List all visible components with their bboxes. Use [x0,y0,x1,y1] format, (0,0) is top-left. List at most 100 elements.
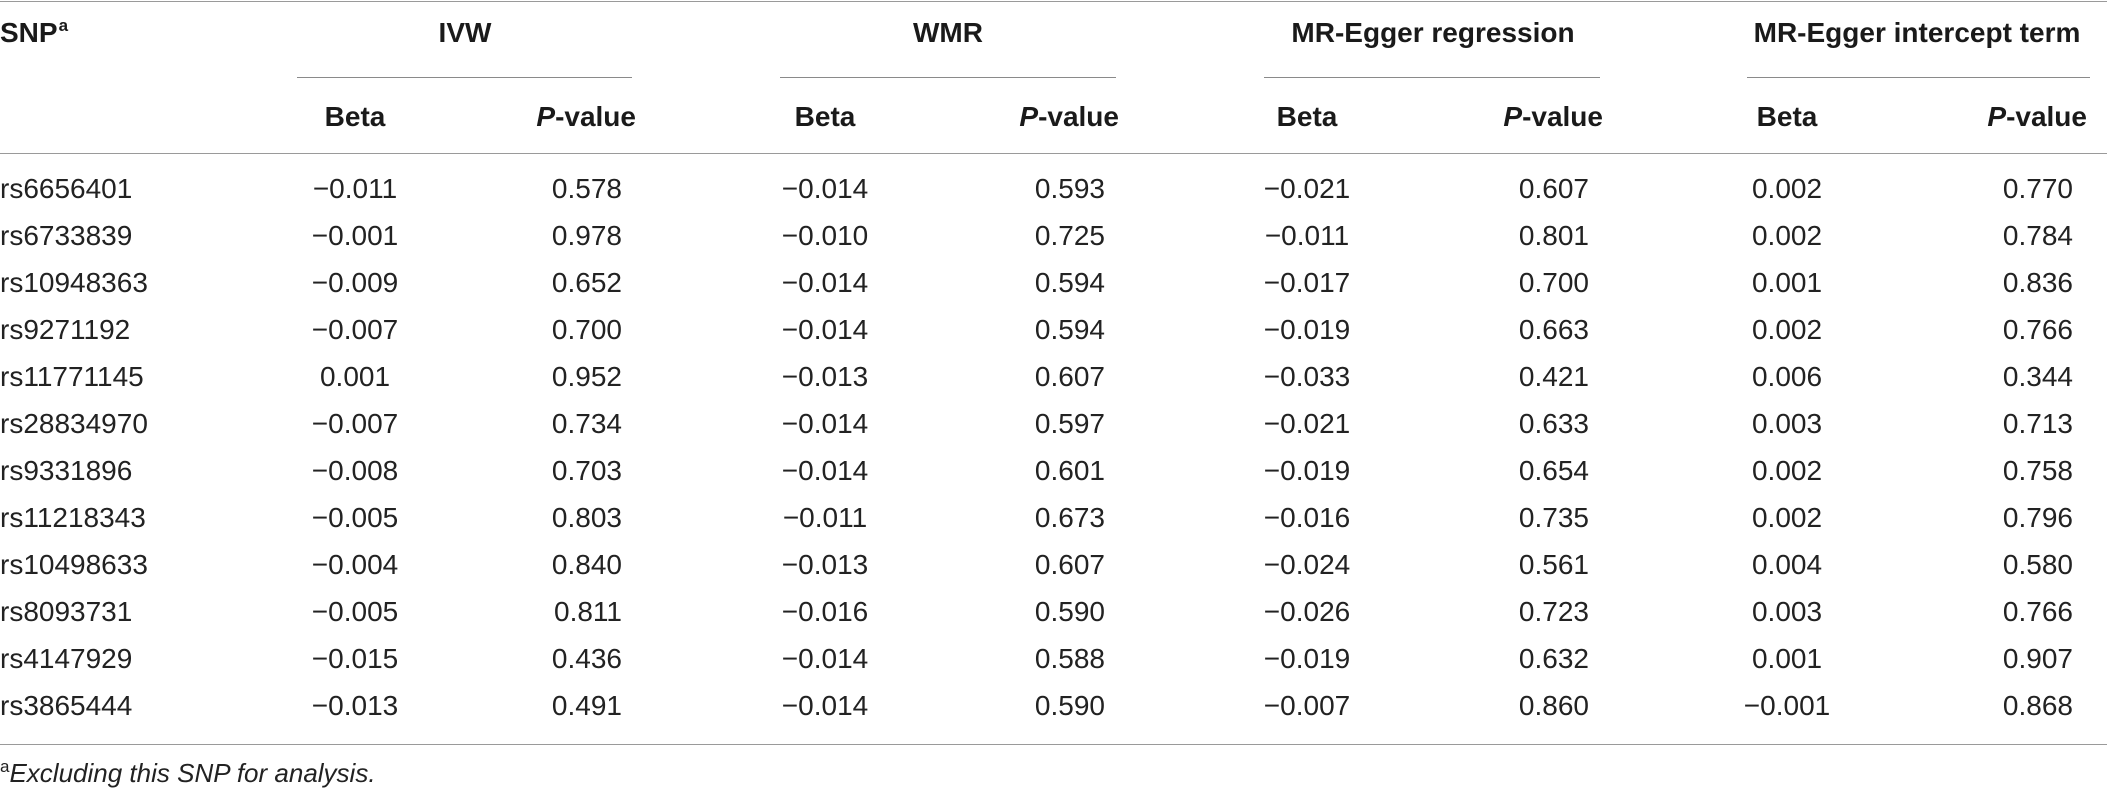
ivw-beta-cell: −0.013 [311,690,399,721]
ivw-beta-cell: −0.001 [311,220,399,251]
wmr-group-underline [780,77,1116,78]
mr-egger-regression-beta-cell: −0.011 [1264,220,1350,251]
header-bottom-rule [0,153,2107,154]
mr-egger-intercept-beta-cell: 0.001 [1751,267,1823,298]
mr-egger-intercept-p-value-cell: 0.758 [2002,455,2073,486]
ivw-p-value-cell: 0.952 [551,361,622,392]
ivw-beta-cell: −0.005 [311,502,399,533]
wmr-beta-cell: −0.014 [781,643,869,674]
ivw-p-value-cell: 0.734 [551,408,622,439]
p-value-suffix: -value [555,101,636,132]
ivw-beta-cell: −0.007 [311,314,399,345]
mr-egger-regression-beta-cell: −0.019 [1263,643,1351,674]
wmr-beta-cell: −0.016 [781,596,869,627]
wmr-beta-cell: −0.010 [781,220,869,251]
ivw-group-underline [297,77,632,78]
mr-egger-intercept-p-value-cell: 0.770 [2002,173,2073,204]
mr-egger-regression-p-value-cell: 0.633 [1518,408,1589,439]
mr-egger-intercept-p-value-cell: 0.344 [2002,361,2073,392]
snp-id-cell: rs4147929 [0,643,133,674]
mr-egger-intercept-p-value-cell: 0.868 [2002,690,2073,721]
wmr-p-value-header: P-value [1019,100,1119,134]
wmr-group-header: WMR [913,17,983,48]
mr-egger-regression-beta-cell: −0.019 [1263,455,1351,486]
ivw-p-value-cell: 0.703 [551,455,622,486]
mr-egger-regression-beta-cell: −0.021 [1263,173,1351,204]
snp-header-text: SNP [0,17,58,48]
ivw-beta-cell: −0.007 [311,408,399,439]
mr-egger-regression-beta-cell: −0.017 [1263,267,1351,298]
wmr-beta-cell: −0.013 [781,361,869,392]
mr-egger-intercept-beta-header: Beta [1756,101,1818,132]
ivw-p-value-cell: 0.803 [551,502,622,533]
mr-egger-regression-beta-cell: −0.033 [1263,361,1351,392]
mr-egger-regression-beta-cell: −0.021 [1263,408,1351,439]
mr-egger-intercept-beta-cell: 0.002 [1751,314,1823,345]
mr-egger-regression-group-underline [1264,77,1600,78]
mr-egger-intercept-beta-cell: 0.002 [1751,502,1823,533]
wmr-p-value-cell: 0.673 [1034,502,1105,533]
mr-egger-regression-p-value-header: P-value [1503,100,1603,134]
mr-egger-regression-p-value-cell: 0.860 [1518,690,1589,721]
wmr-p-value-cell: 0.590 [1034,596,1105,627]
table-top-rule [0,1,2107,2]
snp-id-cell: rs10948363 [0,267,148,298]
snp-id-cell: rs9271192 [0,314,131,345]
ivw-p-value-header: P-value [536,100,636,134]
snp-id-cell: rs6733839 [0,220,133,251]
wmr-p-value-cell: 0.607 [1034,361,1105,392]
snp-id-cell: rs28834970 [0,408,148,439]
mr-egger-regression-beta-cell: −0.019 [1263,314,1351,345]
wmr-beta-cell: −0.013 [781,549,869,580]
ivw-beta-cell: −0.004 [311,549,399,580]
p-italic: P [1987,101,2007,132]
ivw-beta-cell: −0.015 [311,643,399,674]
ivw-p-value-cell: 0.436 [551,643,622,674]
p-italic: P [1019,101,1039,132]
mr-egger-regression-beta-cell: −0.016 [1263,502,1351,533]
mr-egger-regression-beta-cell: −0.026 [1263,596,1351,627]
mr-egger-regression-p-value-cell: 0.700 [1518,267,1589,298]
snp-id-cell: rs8093731 [0,596,133,627]
wmr-beta-cell: −0.014 [781,690,869,721]
mr-egger-intercept-beta-cell: 0.002 [1751,455,1823,486]
ivw-beta-cell: −0.011 [312,173,398,204]
ivw-p-value-cell: 0.652 [551,267,622,298]
mr-egger-intercept-p-value-cell: 0.907 [2002,643,2073,674]
mr-egger-intercept-beta-cell: 0.006 [1751,361,1823,392]
footnote-mark: a [0,757,10,776]
wmr-beta-cell: −0.014 [781,408,869,439]
mr-egger-intercept-beta-cell: 0.003 [1751,408,1823,439]
ivw-p-value-cell: 0.840 [551,549,622,580]
mr-egger-regression-p-value-cell: 0.654 [1518,455,1589,486]
ivw-p-value-cell: 0.978 [551,220,622,251]
wmr-p-value-cell: 0.593 [1034,173,1105,204]
mr-egger-regression-p-value-cell: 0.561 [1518,549,1589,580]
wmr-beta-cell: −0.011 [782,502,868,533]
mr-egger-intercept-group-underline [1747,77,2090,78]
mr-egger-intercept-beta-cell: 0.002 [1751,220,1823,251]
mr-egger-regression-p-value-cell: 0.663 [1518,314,1589,345]
mr-egger-regression-beta-cell: −0.024 [1263,549,1351,580]
footnote: aExcluding this SNP for analysis. [0,757,376,793]
wmr-p-value-cell: 0.597 [1034,408,1105,439]
wmr-beta-header: Beta [794,101,856,132]
mr-egger-intercept-p-value-cell: 0.713 [2002,408,2073,439]
mr-egger-regression-p-value-cell: 0.421 [1518,361,1589,392]
mr-egger-intercept-group-header: MR-Egger intercept term [1753,17,2081,48]
mr-egger-intercept-beta-cell: 0.004 [1751,549,1823,580]
ivw-beta-header: Beta [324,101,386,132]
wmr-beta-cell: −0.014 [781,267,869,298]
mr-egger-regression-beta-cell: −0.007 [1263,690,1351,721]
mr-egger-regression-p-value-cell: 0.607 [1518,173,1589,204]
p-value-suffix: -value [2006,101,2087,132]
mr-egger-regression-p-value-cell: 0.723 [1518,596,1589,627]
p-italic: P [536,101,556,132]
mr-egger-intercept-beta-cell: −0.001 [1743,690,1831,721]
ivw-beta-cell: 0.001 [319,361,391,392]
snp-column-header: SNPa [0,16,68,54]
mr-egger-regression-group-header: MR-Egger regression [1291,17,1575,48]
wmr-beta-cell: −0.014 [781,455,869,486]
snp-id-cell: rs11218343 [0,502,146,533]
mr-egger-regression-p-value-cell: 0.632 [1518,643,1589,674]
